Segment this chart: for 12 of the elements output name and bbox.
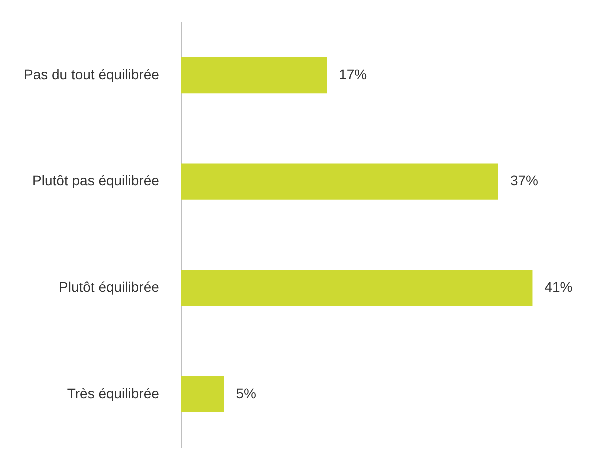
bar xyxy=(181,376,224,413)
y-tick-label: Plutôt équilibrée xyxy=(59,279,160,296)
data-label: 5% xyxy=(236,385,257,402)
data-label: 37% xyxy=(510,172,538,189)
bar xyxy=(181,57,328,94)
data-label: 17% xyxy=(339,66,368,82)
y-tick-label: Pas du tout équilibrée xyxy=(24,66,160,82)
y-tick-label: Plutôt pas équilibrée xyxy=(32,172,160,189)
bar xyxy=(181,164,498,200)
data-label: 41% xyxy=(544,279,573,296)
bar xyxy=(181,270,533,306)
y-tick-label: Très équilibrée xyxy=(67,385,160,402)
